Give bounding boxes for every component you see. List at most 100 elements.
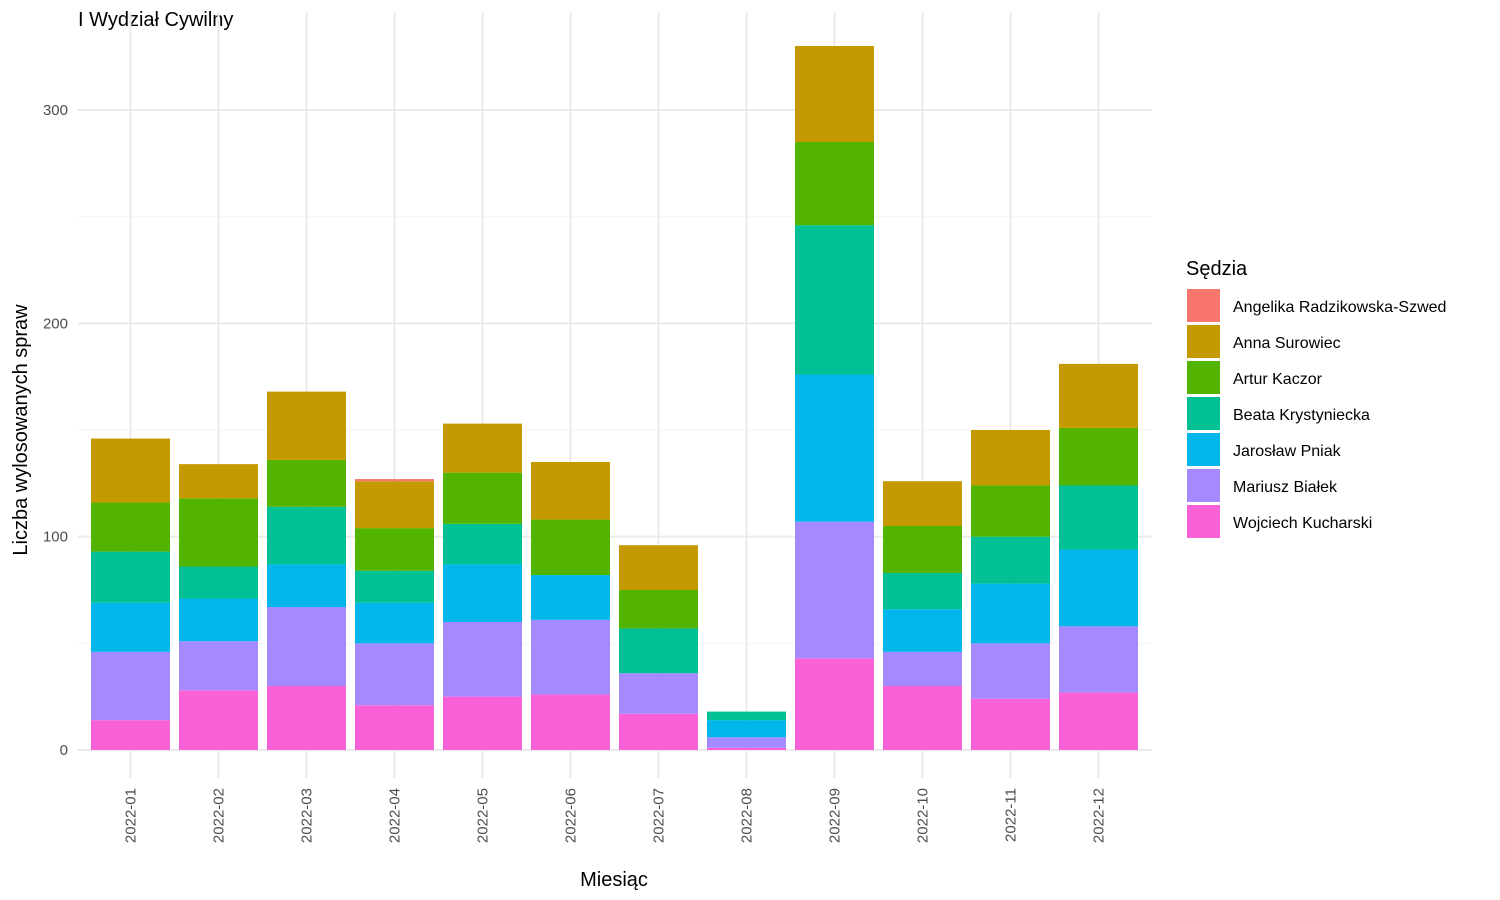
x-tick-label: 2022-11 — [1003, 788, 1020, 842]
bar-segment — [355, 643, 434, 706]
legend-label: Anna Surowiec — [1233, 335, 1341, 352]
bar-segment — [1059, 549, 1138, 627]
bar-segment — [179, 464, 258, 499]
bar-segment — [179, 498, 258, 567]
bar-segment — [179, 690, 258, 750]
bar-segment — [883, 572, 962, 610]
bar-segment — [1059, 363, 1138, 428]
bar-segment — [883, 651, 962, 687]
y-tick-label: 300 — [43, 102, 68, 119]
x-tick-label: 2022-04 — [387, 788, 404, 843]
bar-segment — [267, 391, 346, 460]
bar-segment — [355, 570, 434, 603]
bar-segment — [355, 479, 434, 482]
bar-segment — [91, 438, 170, 503]
bar-segment — [443, 696, 522, 750]
legend-swatch — [1187, 505, 1220, 538]
x-axis-ticks: 2022-01 2022-02 2022-03 2022-04 2022-05 2022-… — [123, 788, 1108, 843]
x-tick-label: 2022-02 — [211, 788, 228, 843]
bar-segment — [795, 142, 874, 226]
bar-segment — [619, 590, 698, 629]
bar-segment — [795, 374, 874, 522]
bar-segment — [355, 705, 434, 750]
x-tick-label: 2022-07 — [651, 788, 668, 843]
bar-segment — [707, 720, 786, 738]
bar-segment — [531, 575, 610, 620]
bar-segment — [531, 619, 610, 695]
bar-segment — [179, 598, 258, 642]
y-axis-ticks: 0 100 200 300 — [43, 102, 68, 759]
bar-segment — [883, 686, 962, 750]
bar-segment — [355, 602, 434, 644]
bar-segment — [443, 622, 522, 697]
x-tick-label: 2022-01 — [123, 788, 140, 843]
bar-segment — [795, 658, 874, 750]
bar-segment — [883, 481, 962, 527]
bar-segment — [707, 737, 786, 748]
bar-segment — [267, 564, 346, 608]
bar-segment — [883, 526, 962, 573]
bar-segment — [267, 607, 346, 687]
x-tick-label: 2022-10 — [915, 788, 932, 843]
bar-segment — [971, 583, 1050, 644]
bar-segment — [1059, 692, 1138, 750]
bar-segment — [91, 502, 170, 552]
legend-title: Sędzia — [1186, 258, 1248, 280]
bar-segment — [91, 551, 170, 603]
bar-segment — [971, 430, 1050, 486]
bar-segment — [531, 694, 610, 750]
bar-segment — [619, 713, 698, 750]
bar-segment — [443, 472, 522, 524]
bar-segment — [619, 545, 698, 591]
x-tick-label: 2022-12 — [1091, 788, 1108, 843]
bar-segment — [267, 459, 346, 507]
y-tick-label: 200 — [43, 315, 68, 332]
bar-segment — [267, 686, 346, 750]
x-tick-label: 2022-09 — [827, 788, 844, 843]
bar-segment — [795, 225, 874, 375]
bar-segment — [443, 523, 522, 565]
y-axis-title: Liczba wylosowanych spraw — [10, 304, 32, 556]
x-tick-label: 2022-03 — [299, 788, 316, 843]
bar-segment — [971, 536, 1050, 584]
legend-label: Wojciech Kucharski — [1233, 515, 1372, 532]
bar-segment — [91, 602, 170, 652]
bar-segment — [531, 462, 610, 520]
bar-segment — [971, 485, 1050, 537]
legend-label: Mariusz Białek — [1233, 479, 1338, 496]
legend-swatch — [1187, 397, 1220, 430]
bar-segment — [267, 506, 346, 565]
bar-segment — [531, 519, 610, 576]
y-tick-label: 0 — [60, 742, 68, 759]
bar-segment — [91, 720, 170, 750]
x-axis-title: Miesiąc — [580, 869, 648, 891]
legend: Sędzia Angelika Radzikowska-Szwed Anna Su… — [1186, 258, 1446, 538]
bar-segment — [1059, 427, 1138, 486]
bar-segment — [179, 641, 258, 691]
bar-segment — [179, 566, 258, 599]
legend-swatch — [1187, 325, 1220, 358]
bar-segment — [91, 651, 170, 721]
bar-segment — [619, 628, 698, 674]
legend-swatch — [1187, 361, 1220, 394]
bar-segment — [619, 673, 698, 714]
bars — [91, 46, 1138, 750]
bar-segment — [883, 609, 962, 652]
bar-segment — [1059, 626, 1138, 693]
bar-segment — [443, 564, 522, 623]
bar-segment — [795, 46, 874, 143]
bar-segment — [1059, 485, 1138, 550]
legend-swatch — [1187, 433, 1220, 466]
bar-segment — [971, 643, 1050, 699]
x-tick-label: 2022-05 — [475, 788, 492, 843]
legend-swatch — [1187, 469, 1220, 502]
legend-swatch — [1187, 289, 1220, 322]
chart-title: I Wydział Cywilny — [78, 9, 233, 31]
bar-segment — [443, 423, 522, 473]
legend-label: Jarosław Pniak — [1233, 443, 1342, 460]
y-tick-label: 100 — [43, 529, 68, 546]
bar-segment — [355, 481, 434, 529]
bar-segment — [707, 711, 786, 721]
legend-label: Beata Krystyniecka — [1233, 407, 1370, 424]
